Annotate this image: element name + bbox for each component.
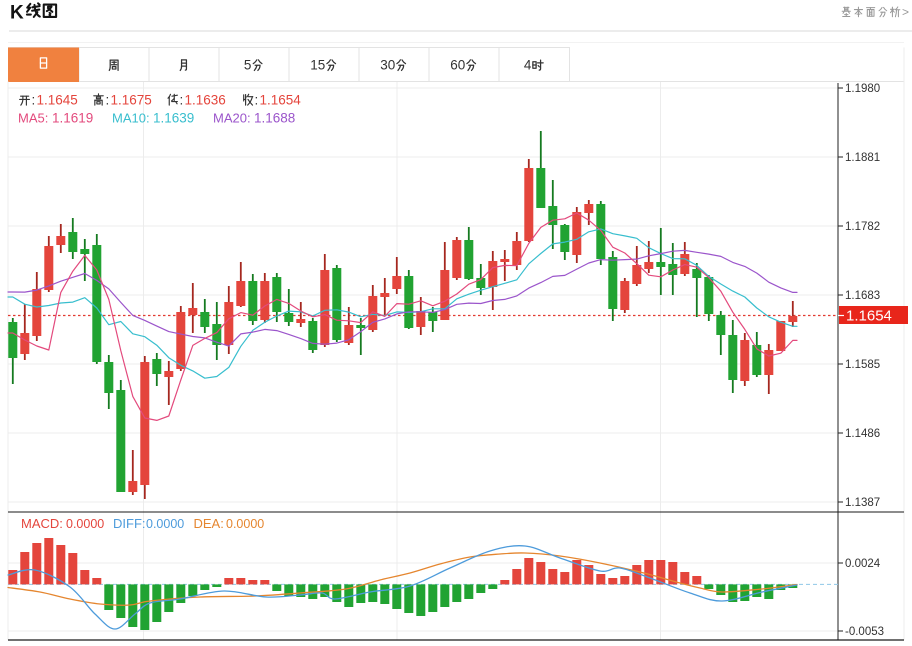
svg-text:1.1585: 1.1585 bbox=[845, 359, 880, 371]
svg-text:30: 30 bbox=[380, 58, 395, 73]
svg-text:1.1619: 1.1619 bbox=[52, 111, 93, 126]
svg-text:-0.0053: -0.0053 bbox=[845, 626, 884, 638]
svg-text:1.1683: 1.1683 bbox=[845, 290, 880, 302]
svg-text:MA20:: MA20: bbox=[213, 111, 251, 126]
svg-text:MACD:: MACD: bbox=[21, 516, 63, 531]
svg-text::: : bbox=[180, 93, 184, 108]
svg-text:1.1782: 1.1782 bbox=[845, 221, 880, 233]
svg-text:MA5:: MA5: bbox=[18, 111, 48, 126]
svg-text:0.0000: 0.0000 bbox=[226, 517, 264, 531]
svg-text:1.1654: 1.1654 bbox=[846, 308, 892, 325]
svg-text:K: K bbox=[10, 3, 24, 24]
svg-text:0.0024: 0.0024 bbox=[845, 558, 881, 570]
svg-text:1.1486: 1.1486 bbox=[845, 428, 880, 440]
svg-text:1.1387: 1.1387 bbox=[845, 497, 880, 509]
svg-text:1.1639: 1.1639 bbox=[153, 111, 194, 126]
svg-text:1.1654: 1.1654 bbox=[260, 93, 302, 108]
svg-text:15: 15 bbox=[310, 58, 325, 73]
svg-text::: : bbox=[32, 93, 36, 108]
svg-text::: : bbox=[255, 93, 259, 108]
svg-text:1.1645: 1.1645 bbox=[37, 93, 78, 108]
svg-text:1.1636: 1.1636 bbox=[185, 93, 226, 108]
svg-text:MA10:: MA10: bbox=[112, 111, 150, 126]
svg-text:60: 60 bbox=[450, 58, 465, 73]
svg-text:DEA:: DEA: bbox=[194, 516, 224, 531]
svg-text:0.0000: 0.0000 bbox=[66, 517, 104, 531]
svg-text:4: 4 bbox=[524, 58, 532, 73]
svg-text:>: > bbox=[902, 5, 909, 19]
svg-text:1.1881: 1.1881 bbox=[845, 152, 880, 164]
svg-text:DIFF:: DIFF: bbox=[113, 516, 146, 531]
svg-text:1.1688: 1.1688 bbox=[254, 111, 295, 126]
svg-text::: : bbox=[106, 93, 110, 108]
svg-text:0.0000: 0.0000 bbox=[146, 517, 184, 531]
svg-text:5: 5 bbox=[244, 58, 252, 73]
svg-text:1.1675: 1.1675 bbox=[111, 93, 152, 108]
svg-text:1.1980: 1.1980 bbox=[845, 83, 880, 95]
